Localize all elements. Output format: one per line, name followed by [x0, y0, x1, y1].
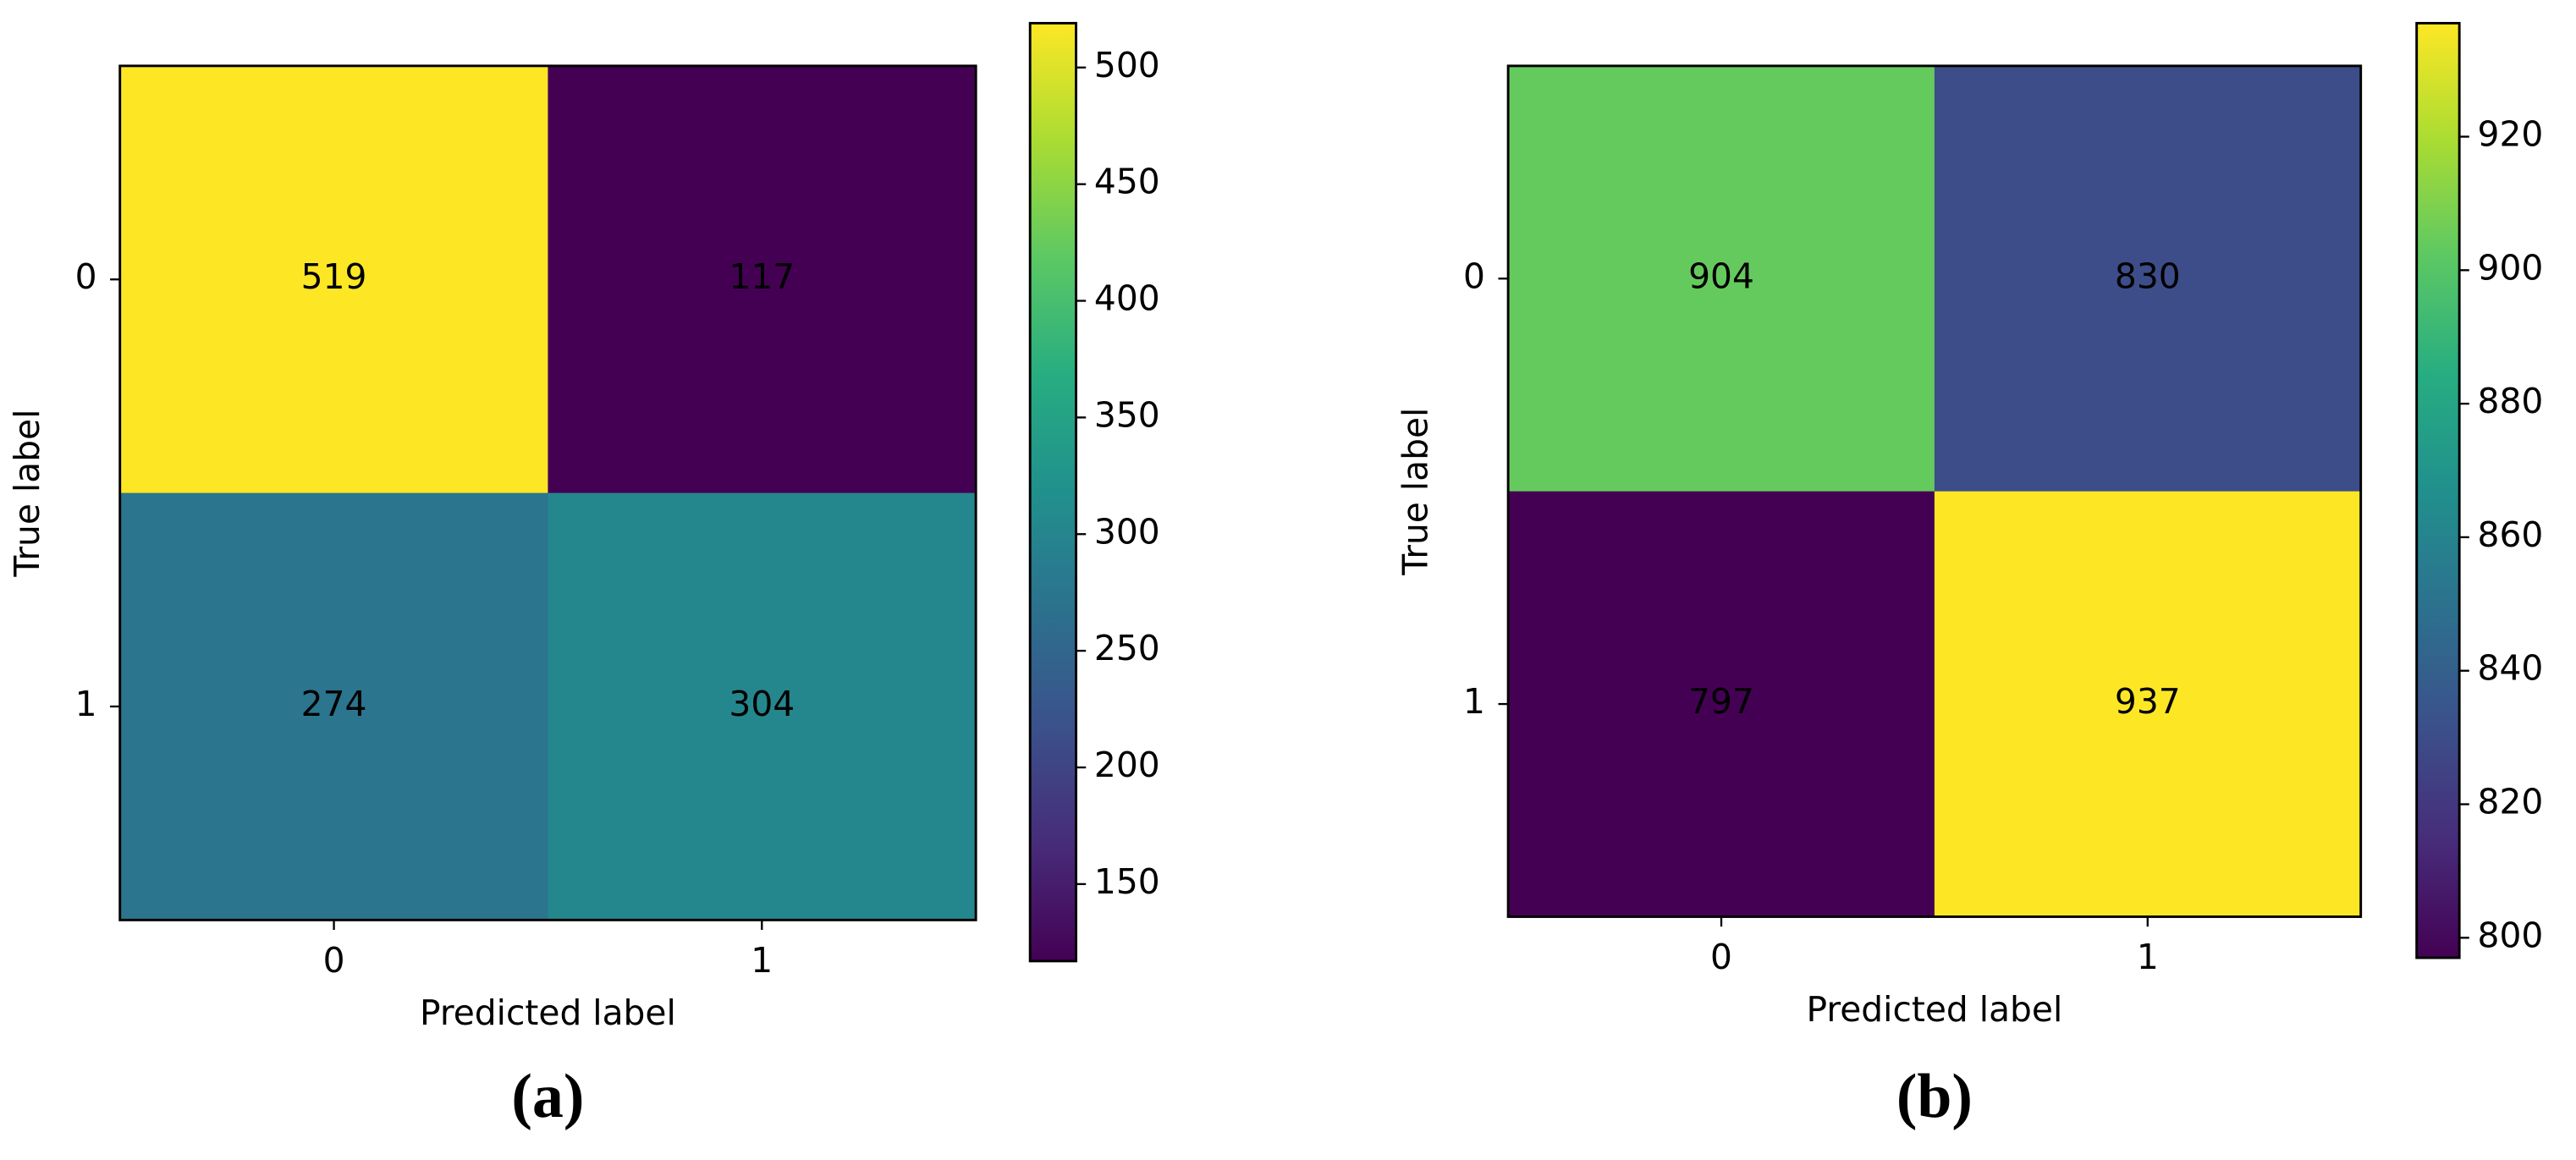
cell-label: 304 — [729, 684, 795, 724]
heatmap-cell — [119, 492, 549, 921]
colorbar-tick-label: 350 — [1094, 394, 1160, 435]
colorbar-tick-label: 200 — [1094, 745, 1160, 785]
colorbar-tick-label: 880 — [2478, 381, 2544, 421]
colorbar-tick-label: 450 — [1094, 162, 1160, 202]
colorbar-tick-label: 500 — [1094, 45, 1160, 85]
colorbar-tick-label: 840 — [2478, 648, 2544, 689]
y-tick-label: 0 — [1463, 256, 1485, 296]
heatmap-cell — [548, 65, 977, 494]
heatmap-cell — [1934, 491, 2362, 918]
x-tick-label: 0 — [1710, 937, 1732, 977]
colorbar-tick-label: 800 — [2478, 915, 2544, 955]
cell-label: 937 — [2115, 681, 2181, 722]
cell-label: 274 — [301, 684, 367, 724]
plot-frame — [1506, 64, 2363, 918]
colorbar-tick-label: 150 — [1094, 861, 1160, 902]
y-axis-label: True label — [7, 410, 47, 578]
caption: (a) — [511, 1061, 584, 1130]
y-axis-label: True label — [1395, 408, 1435, 576]
cell-label: 830 — [2115, 256, 2181, 296]
cell-label: 519 — [301, 256, 367, 297]
plot-frame — [118, 64, 977, 921]
heatmap-cell — [548, 492, 977, 921]
colorbar-tick-label: 400 — [1094, 278, 1160, 319]
x-tick-label: 0 — [323, 940, 345, 981]
colorbar-tick-label: 250 — [1094, 628, 1160, 668]
x-axis-label: Predicted label — [1807, 989, 2063, 1030]
x-tick-label: 1 — [2137, 937, 2159, 977]
colorbar-tick-label: 920 — [2478, 114, 2544, 155]
cell-label: 797 — [1688, 681, 1754, 722]
colorbar-tick-label: 300 — [1094, 511, 1160, 552]
y-tick-label: 1 — [1463, 681, 1485, 722]
colorbar — [2415, 21, 2461, 959]
heatmap-cell — [119, 65, 549, 494]
colorbar — [1028, 21, 1078, 963]
heatmap-cell — [1508, 491, 1935, 918]
x-axis-label: Predicted label — [420, 992, 676, 1033]
y-tick-label: 1 — [75, 684, 97, 724]
caption: (b) — [1896, 1061, 1973, 1130]
cell-label: 904 — [1688, 256, 1754, 296]
heatmap-cell — [1934, 65, 2362, 492]
heatmap-cell — [1508, 65, 1935, 492]
x-tick-label: 1 — [751, 940, 773, 981]
y-tick-label: 0 — [75, 256, 97, 297]
colorbar-tick-label: 820 — [2478, 782, 2544, 822]
colorbar-tick-label: 900 — [2478, 247, 2544, 288]
colorbar-tick-label: 860 — [2478, 514, 2544, 555]
cell-label: 117 — [729, 256, 795, 297]
